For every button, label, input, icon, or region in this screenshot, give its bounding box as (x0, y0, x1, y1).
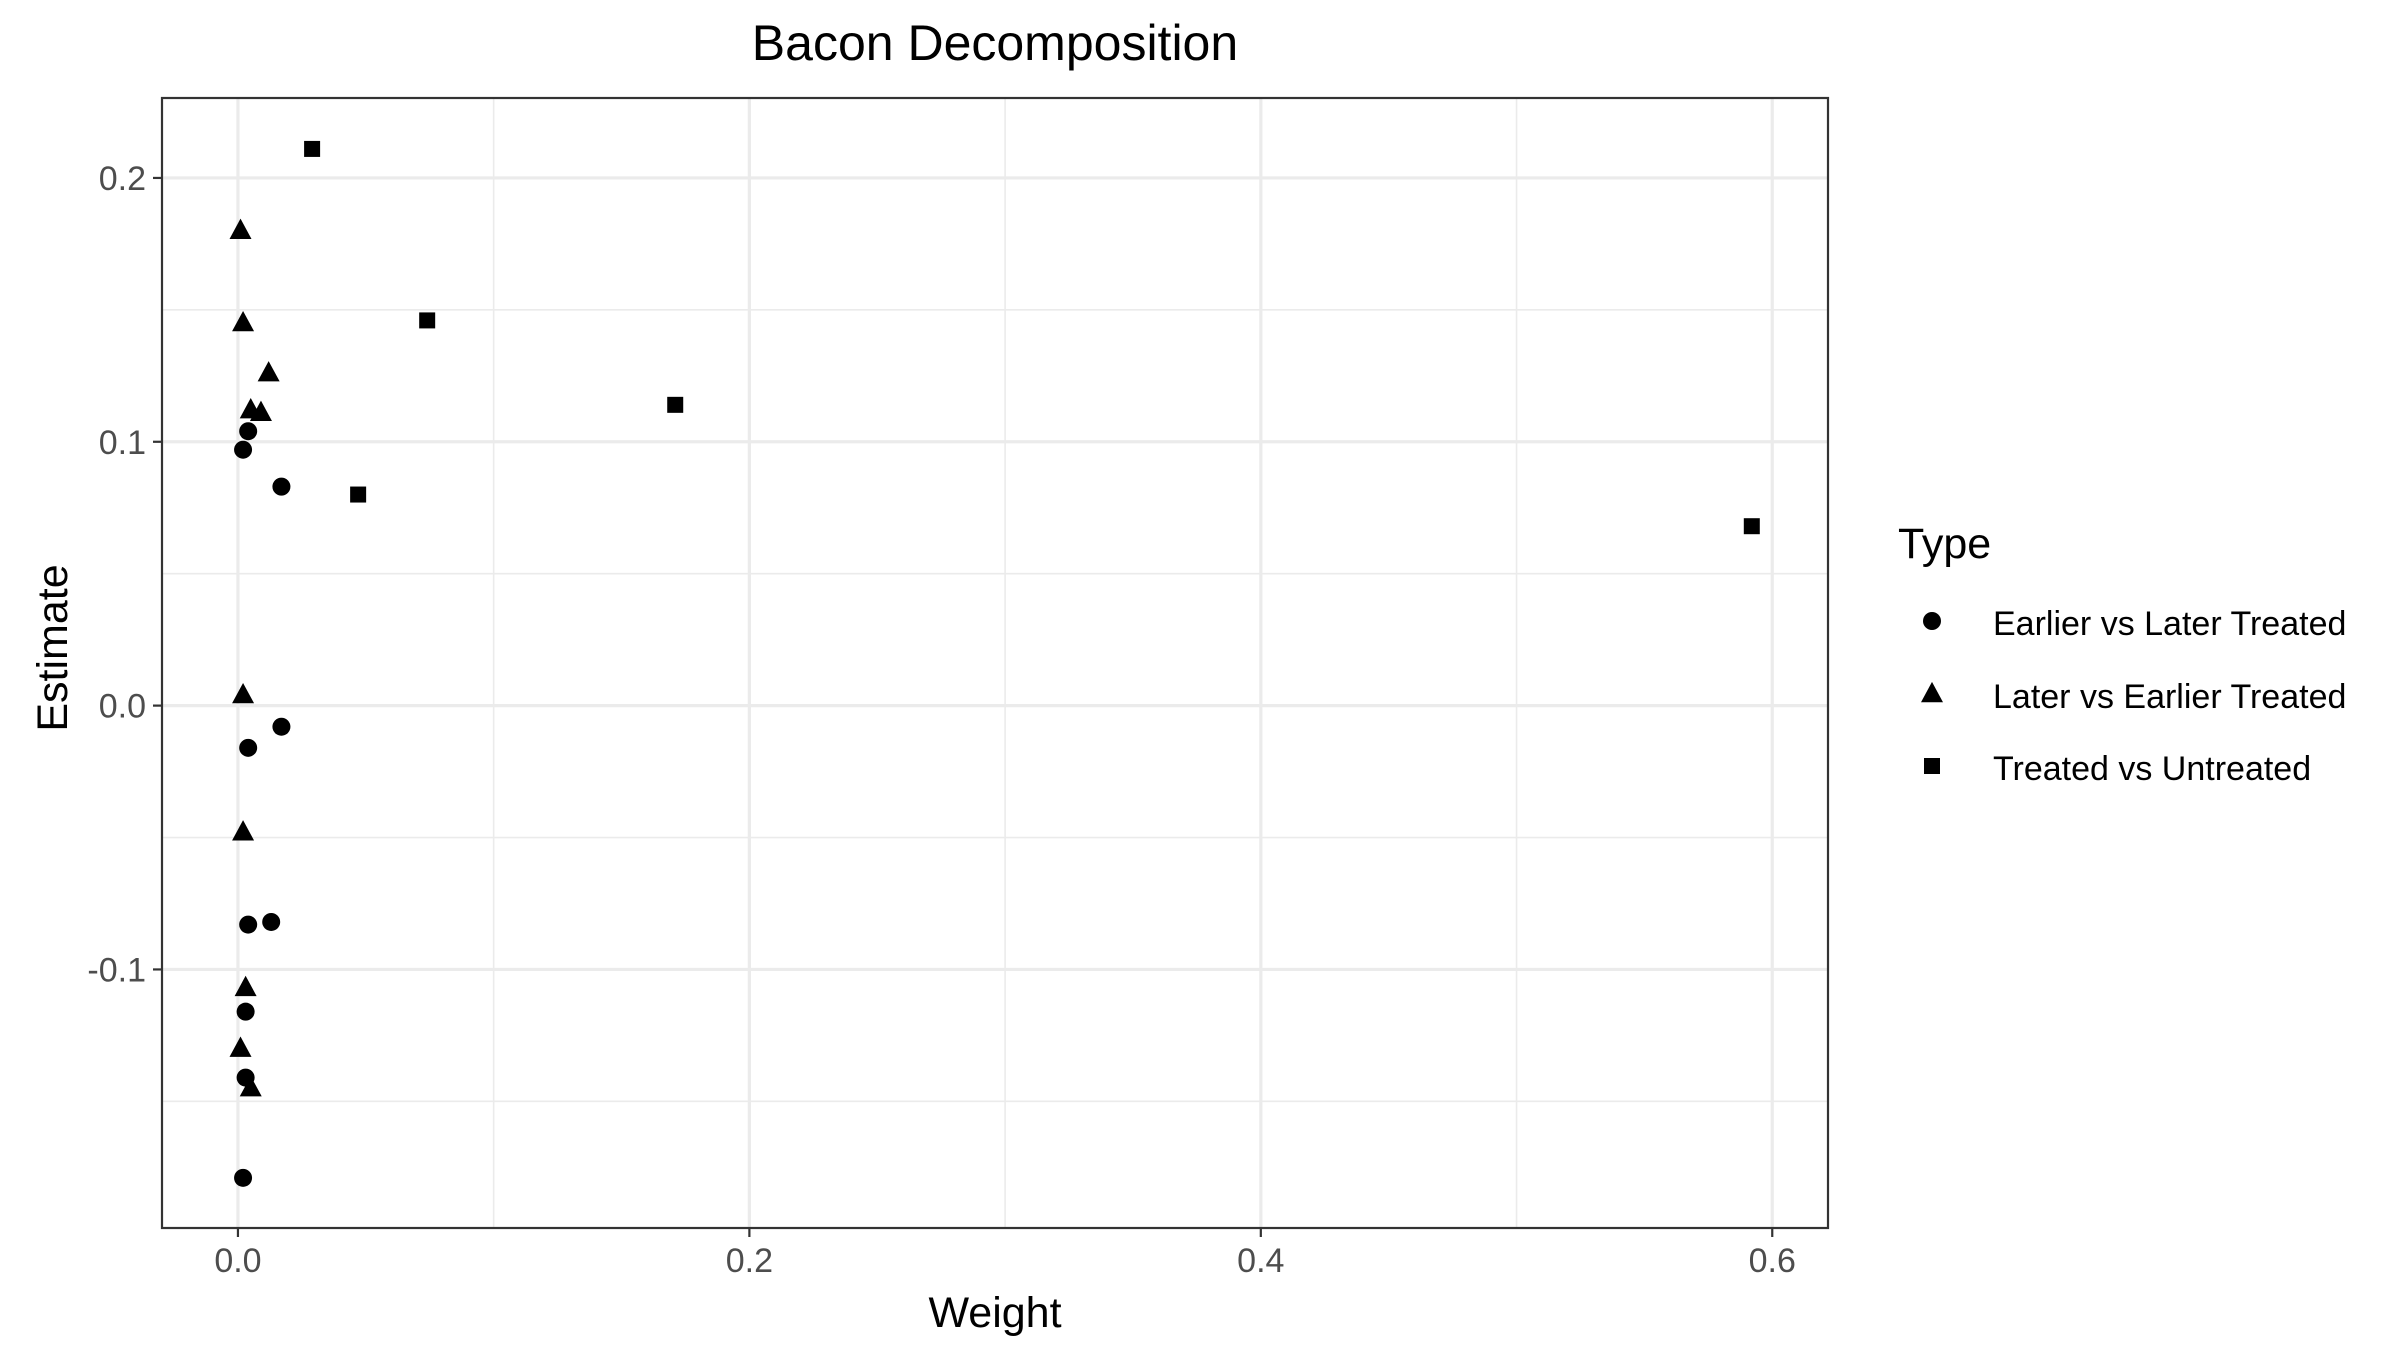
data-point-triangle (232, 682, 255, 704)
legend-label: Treated vs Untreated (1993, 750, 2311, 788)
legend-title: Type (1898, 520, 1991, 568)
y-tick-label: 0.0 (99, 688, 146, 726)
x-tick-label: 0.2 (726, 1242, 773, 1280)
data-point-triangle (234, 975, 257, 997)
legend-key-circle (1923, 612, 1941, 630)
data-point-circle (272, 717, 291, 736)
data-point-triangle (229, 1036, 252, 1057)
series-square (304, 140, 1760, 535)
legend-label: Earlier vs Later Treated (1993, 605, 2346, 643)
x-tick-label: 0.0 (214, 1242, 261, 1280)
x-tick-label: 0.6 (1749, 1242, 1796, 1280)
data-point-square (1743, 518, 1760, 535)
series-triangle (229, 218, 280, 1097)
data-point-circle (239, 422, 258, 441)
chart-title: Bacon Decomposition (752, 15, 1238, 71)
data-point-triangle (232, 310, 255, 332)
y-tick-label: -0.1 (87, 951, 146, 989)
data-point-circle (234, 1168, 253, 1187)
data-point-triangle (229, 218, 252, 239)
data-point-circle (272, 477, 291, 496)
data-point-circle (236, 1002, 255, 1021)
legend-key-square (1924, 758, 1940, 774)
data-point-circle (239, 915, 258, 934)
axes-layer: 0.0 0.2 0.4 0.6 -0.1 0.0 0.1 0.2 (87, 160, 1795, 1280)
data-point-triangle (232, 820, 255, 841)
data-point-triangle (257, 361, 280, 382)
y-axis-title: Estimate (29, 564, 77, 731)
panel-border (160, 96, 1830, 1230)
data-point-triangle (239, 1076, 262, 1097)
grid-layer (162, 98, 1828, 1228)
data-point-triangle (249, 400, 272, 422)
points-layer (229, 140, 1760, 1187)
data-point-square (304, 140, 321, 157)
legend-key-triangle (1921, 681, 1943, 703)
legend: Type Earlier vs Later Treated Later vs Ea… (1898, 520, 2346, 788)
legend-label: Later vs Earlier Treated (1993, 678, 2346, 716)
data-point-circle (262, 912, 281, 931)
data-point-circle (239, 738, 258, 757)
series-circle (234, 422, 291, 1187)
y-tick-label: 0.1 (99, 424, 146, 462)
x-tick-label: 0.4 (1237, 1242, 1284, 1280)
data-point-square (350, 486, 367, 503)
data-point-circle (234, 440, 253, 459)
data-point-square (667, 396, 684, 413)
legend-items: Earlier vs Later Treated Later vs Earlier… (1921, 605, 2346, 788)
data-point-square (419, 312, 436, 329)
x-axis-title: Weight (928, 1289, 1061, 1337)
y-tick-label: 0.2 (99, 160, 146, 198)
